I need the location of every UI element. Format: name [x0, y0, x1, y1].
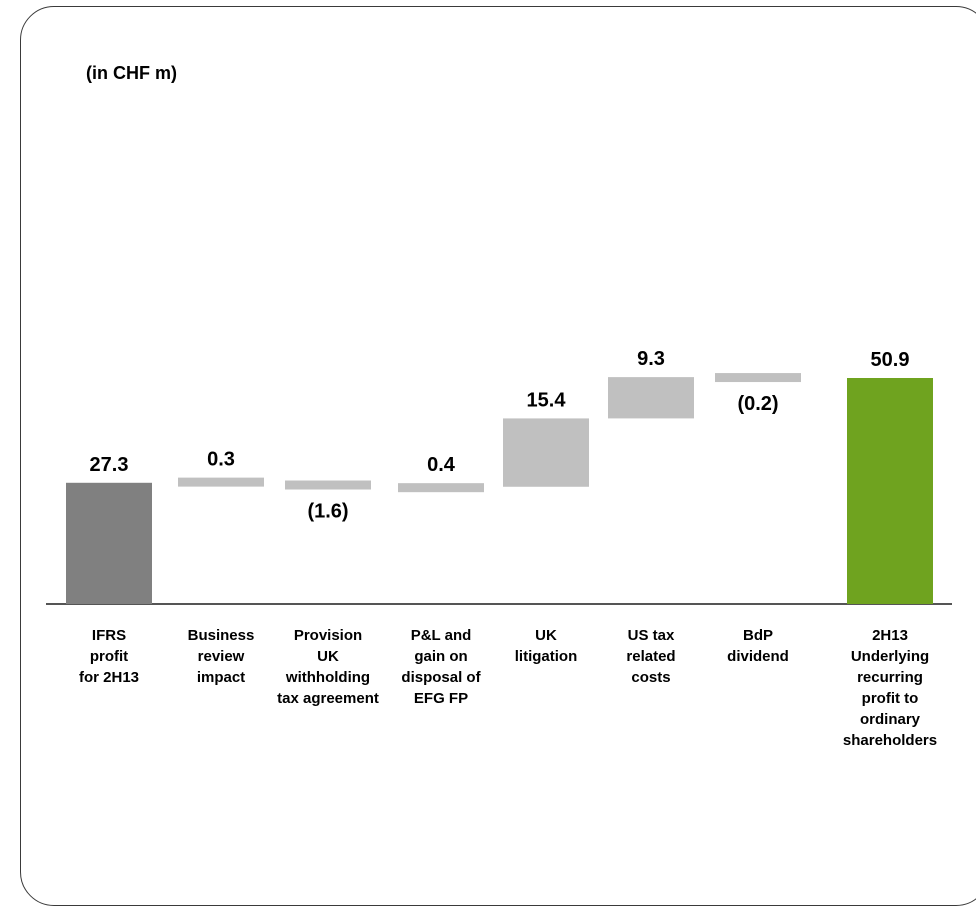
category-label-5: UK litigation: [481, 625, 611, 667]
category-label-line: UK: [317, 648, 339, 665]
category-label-line: BdP: [743, 627, 773, 644]
bar-6: [608, 377, 694, 419]
category-label-line: for 2H13: [78, 669, 140, 686]
bar-2: [178, 477, 264, 487]
bar-8: [847, 378, 933, 604]
category-label-line: related: [626, 648, 676, 665]
category-label-line: 2H13: [872, 627, 908, 644]
value-label-2: 0.3: [207, 449, 235, 471]
bar-7: [715, 373, 801, 383]
category-label-line: IFRS: [91, 627, 127, 644]
category-label-line: profit to: [861, 690, 919, 707]
value-label-8: 50.9: [871, 349, 910, 371]
category-label-3: Provision UK withholding tax agreement: [263, 625, 393, 709]
category-label-line: Business: [187, 627, 255, 644]
value-label-3: (1.6): [307, 501, 348, 523]
category-label-8: 2H13 Underlying recurring profit to ordinary…: [825, 625, 955, 751]
category-label-2: Business review impact: [156, 625, 286, 688]
bar-3: [285, 480, 371, 490]
category-label-line: disposal of: [401, 669, 481, 686]
waterfall-chart: 27.3 0.3 (1.6) 0.4 15.4 9.3 (0.2) 50.9: [46, 348, 952, 605]
category-label-line: gain on: [414, 648, 468, 665]
bar-5: [503, 418, 589, 487]
category-label-line: tax agreement: [277, 690, 379, 707]
category-label-line: Underlying: [850, 648, 930, 665]
category-label-line: profit: [89, 648, 129, 665]
category-label-7: BdP dividend: [693, 625, 823, 667]
category-label-line: costs: [631, 669, 671, 686]
category-label-4: P&L and gain on disposal of EFG FP: [376, 625, 506, 709]
value-label-7: (0.2): [737, 393, 778, 415]
category-label-line: P&L and: [410, 627, 472, 644]
category-label-line: litigation: [514, 648, 578, 665]
category-label-line: withholding: [285, 669, 371, 686]
category-label-6: US tax related costs: [586, 625, 716, 688]
category-label-line: shareholders: [842, 732, 938, 749]
category-label-line: dividend: [727, 648, 789, 665]
bar-1: [66, 482, 152, 604]
category-label-line: EFG FP: [413, 690, 469, 707]
bar-4: [398, 483, 484, 493]
units-label: (in CHF m): [86, 63, 177, 83]
value-label-5: 15.4: [527, 389, 567, 411]
value-label-4: 0.4: [427, 454, 456, 476]
value-label-6: 9.3: [637, 348, 665, 370]
category-label-line: ordinary: [859, 711, 920, 728]
category-label-1: IFRS profit for 2H13: [44, 625, 174, 688]
category-label-line: impact: [196, 669, 246, 686]
category-label-line: recurring: [857, 669, 923, 686]
value-label-1: 27.3: [90, 454, 129, 476]
category-label-line: US tax: [627, 627, 675, 644]
category-label-line: UK: [535, 627, 557, 644]
category-label-line: review: [197, 648, 245, 665]
category-label-line: Provision: [293, 627, 363, 644]
